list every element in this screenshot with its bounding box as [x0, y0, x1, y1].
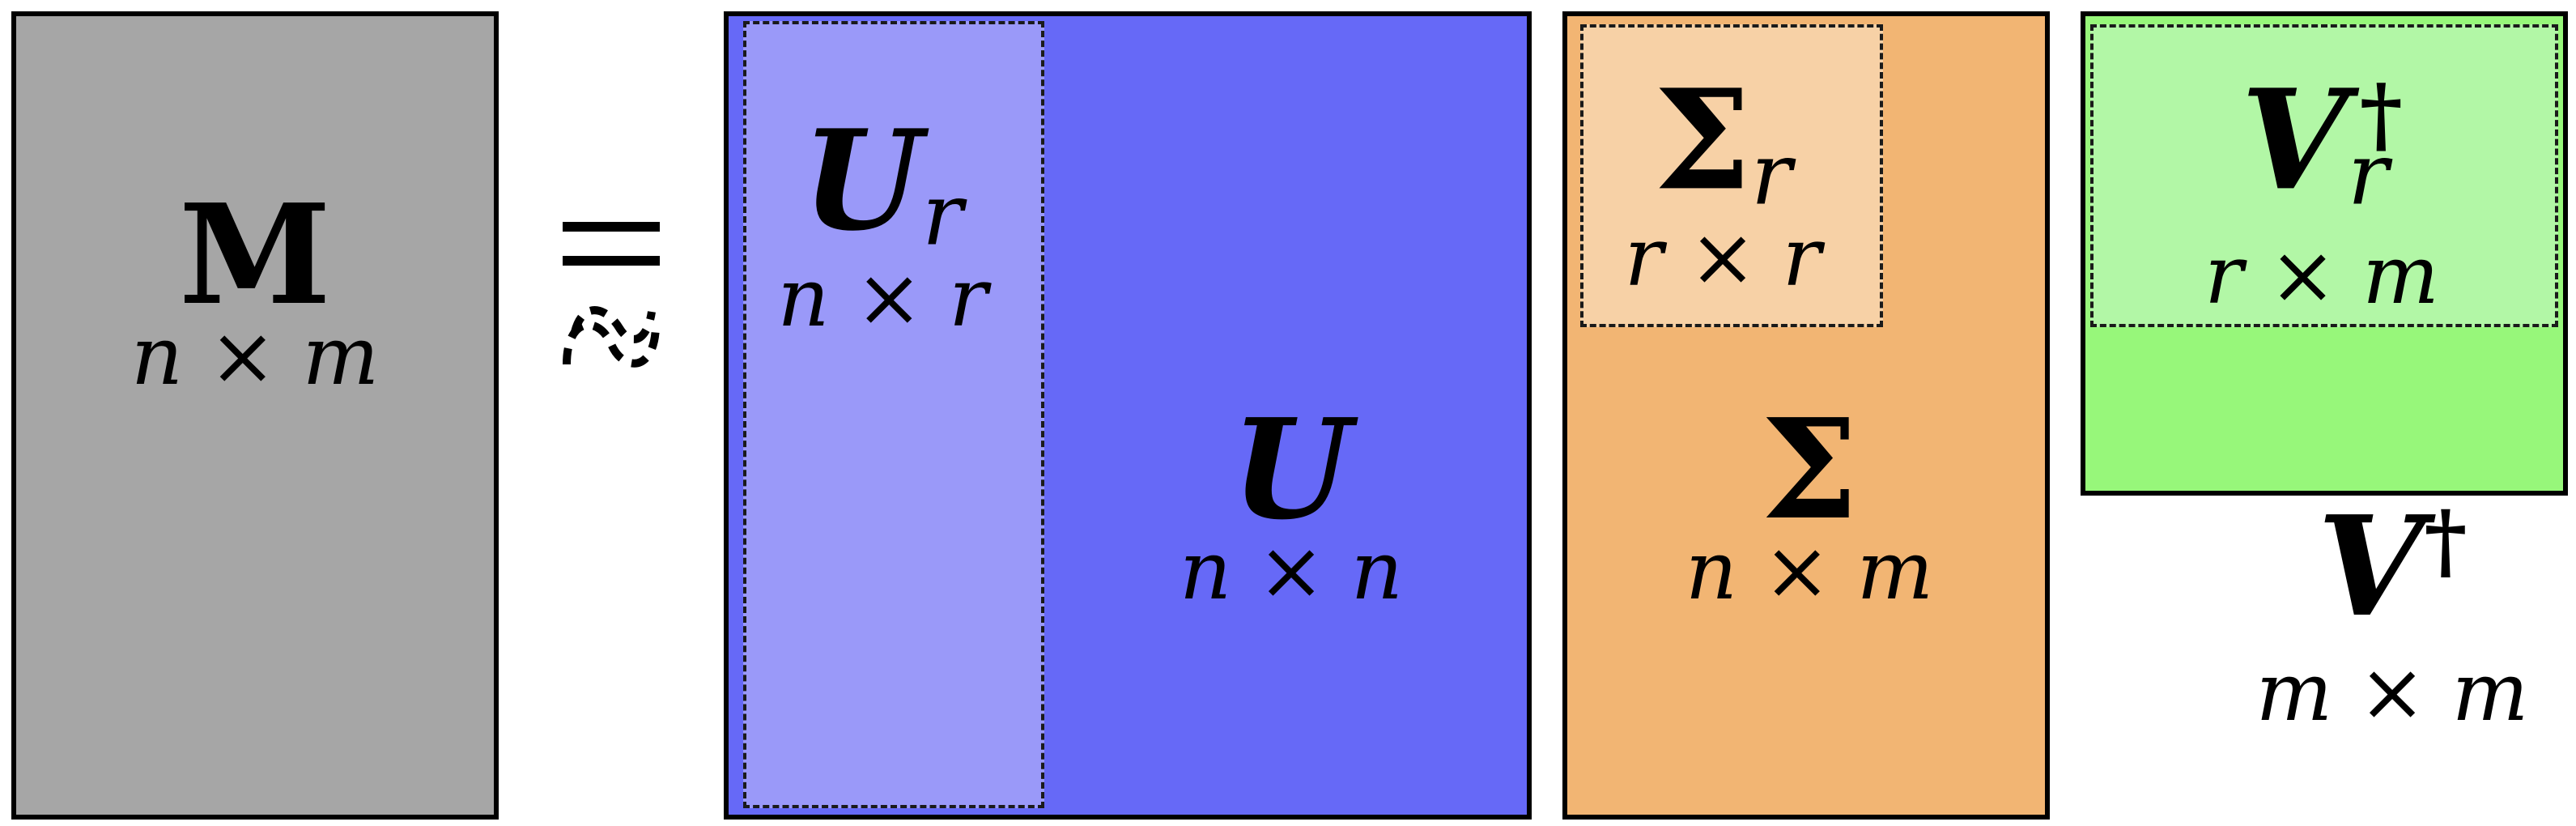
matrix-u-r-dims: n × r	[777, 250, 988, 345]
matrix-u-r-subblock	[743, 21, 1044, 808]
matrix-sigma-symbol: Σ	[1760, 389, 1859, 551]
matrix-v-base: V	[2317, 486, 2425, 648]
matrix-v-r-subscript: r	[2347, 124, 2389, 224]
matrix-u-symbol: U	[1231, 389, 1352, 551]
matrix-u-r-symbol: Ur	[802, 112, 963, 257]
matrix-v-r-dims: r × m	[2204, 228, 2439, 322]
matrix-v-r-subblock	[2090, 24, 2558, 327]
matrix-sigma-r-symbol: Σr	[1654, 71, 1792, 216]
matrix-sigma-dims: n × m	[1685, 523, 1934, 618]
matrix-sigma-r-base: Σ	[1653, 59, 1751, 222]
matrix-v-r-dagger-symbol: Vr†	[2241, 71, 2403, 216]
matrix-sigma-r-subscript: r	[1750, 124, 1792, 224]
matrix-sigma-r-subblock	[1580, 24, 1883, 327]
matrix-v-r-base: V	[2241, 59, 2348, 222]
matrix-v-dagger-symbol: V†	[2317, 498, 2467, 636]
matrix-v-superscript: †	[2424, 492, 2468, 590]
matrix-v-r-superscript: †	[2359, 66, 2403, 164]
matrix-m-symbol: M	[178, 174, 332, 336]
matrix-m-dims: n × m	[130, 309, 380, 403]
matrix-u-dims: n × n	[1179, 523, 1404, 618]
matrix-sigma-r-dims: r × r	[1624, 210, 1821, 304]
matrix-u-r-subscript: r	[921, 164, 963, 265]
matrix-v-dims: m × m	[2255, 645, 2529, 739]
matrix-u-r-base: U	[801, 100, 922, 262]
approx-equals-icon	[563, 222, 660, 368]
matrix-m-block	[11, 11, 499, 820]
